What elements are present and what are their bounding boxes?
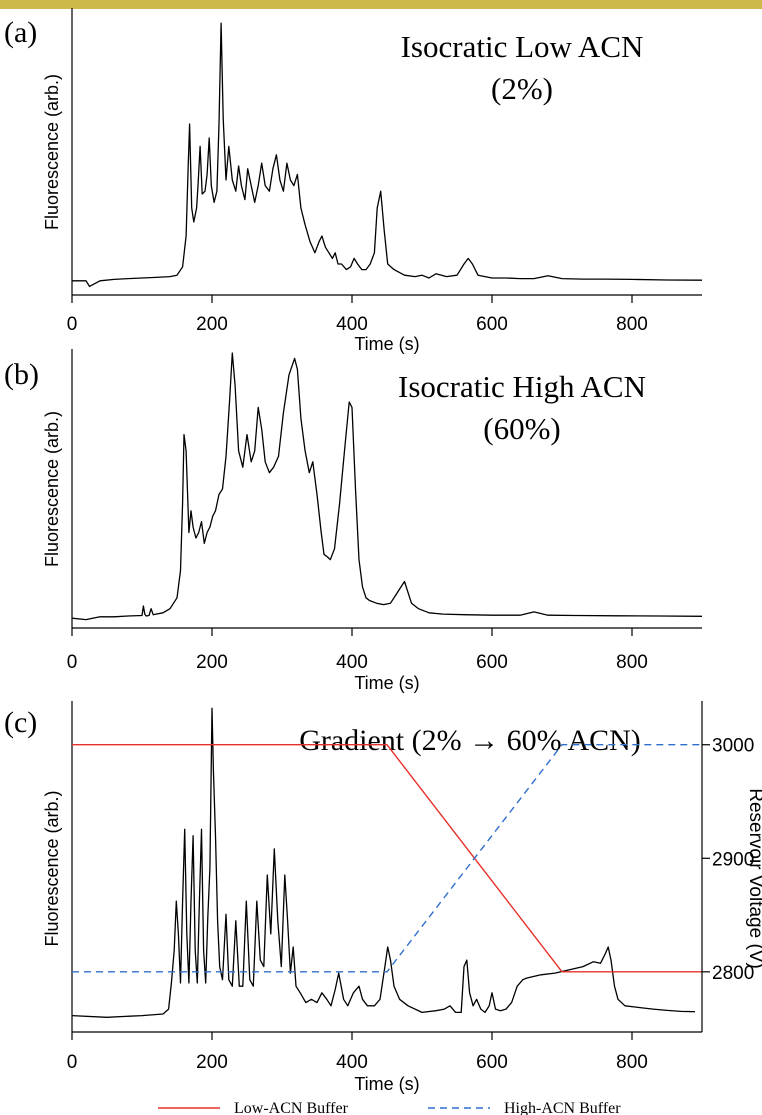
panel-annotation: (2%)	[491, 71, 553, 106]
top-color-band	[0, 0, 762, 9]
x-tick-label: 200	[196, 652, 228, 673]
legend: Low-ACN Buffer High-ACN Buffer	[158, 1100, 621, 1115]
panel-annotation: Isocratic High ACN	[398, 369, 646, 404]
x-tick-label: 0	[67, 1052, 78, 1073]
panel-a: 0 200 400 600 800 Time (s) Fluorescence (arb.)…	[4, 8, 703, 354]
x-tick-label: 200	[196, 314, 228, 335]
y-axis-label: Fluorescence (arb.)	[42, 790, 62, 946]
legend-label: Low-ACN Buffer	[234, 1100, 349, 1115]
fluorescence-trace	[71, 352, 703, 621]
y2-tick-label: 2800	[712, 963, 754, 984]
panel-label: (c)	[4, 706, 37, 739]
x-tick-label: 800	[616, 1052, 648, 1073]
x-axis-label: Time (s)	[354, 673, 419, 693]
x-tick-label: 800	[616, 652, 648, 673]
high-acn-buffer-line	[72, 744, 702, 973]
panel-annotation: Gradient (2% → 60% ACN)	[299, 724, 641, 757]
x-tick-label: 600	[476, 652, 508, 673]
x-tick-label: 600	[476, 1052, 508, 1073]
x-tick-label: 0	[67, 314, 78, 335]
panel-label: (a)	[4, 16, 37, 49]
y2-tick-label: 3000	[712, 736, 754, 757]
y2-tick-label: 2900	[712, 849, 754, 870]
fluorescence-trace	[72, 22, 703, 288]
panel-annotation: Isocratic Low ACN	[401, 29, 644, 64]
x-tick-label: 600	[476, 314, 508, 335]
x-axis-label: Time (s)	[354, 1074, 419, 1094]
x-tick-label: 400	[336, 652, 368, 673]
x-tick-label: 400	[336, 1052, 368, 1073]
panel-c: 0 200 400 600 800 Time (s) Fluorescence (arb.)…	[4, 701, 762, 1115]
y-axis-label: Fluorescence (arb.)	[42, 411, 62, 567]
low-acn-buffer-line	[72, 744, 702, 973]
x-tick-label: 400	[336, 314, 368, 335]
x-tick-label: 800	[616, 314, 648, 335]
x-axis-label: Time (s)	[354, 334, 419, 354]
x-tick-label: 0	[67, 652, 78, 673]
panel-b: 0 200 400 600 800 Time (s) Fluorescence (arb.)…	[4, 349, 703, 693]
y-axis-label: Fluorescence (arb.)	[42, 74, 62, 230]
panel-label: (b)	[4, 358, 39, 391]
legend-label: High-ACN Buffer	[504, 1100, 621, 1115]
y2-axis-label: Reservoir Voltage (V)	[745, 788, 762, 969]
panel-annotation: (60%)	[483, 411, 560, 446]
fluorescence-trace	[71, 707, 696, 1018]
x-tick-label: 200	[196, 1052, 228, 1073]
